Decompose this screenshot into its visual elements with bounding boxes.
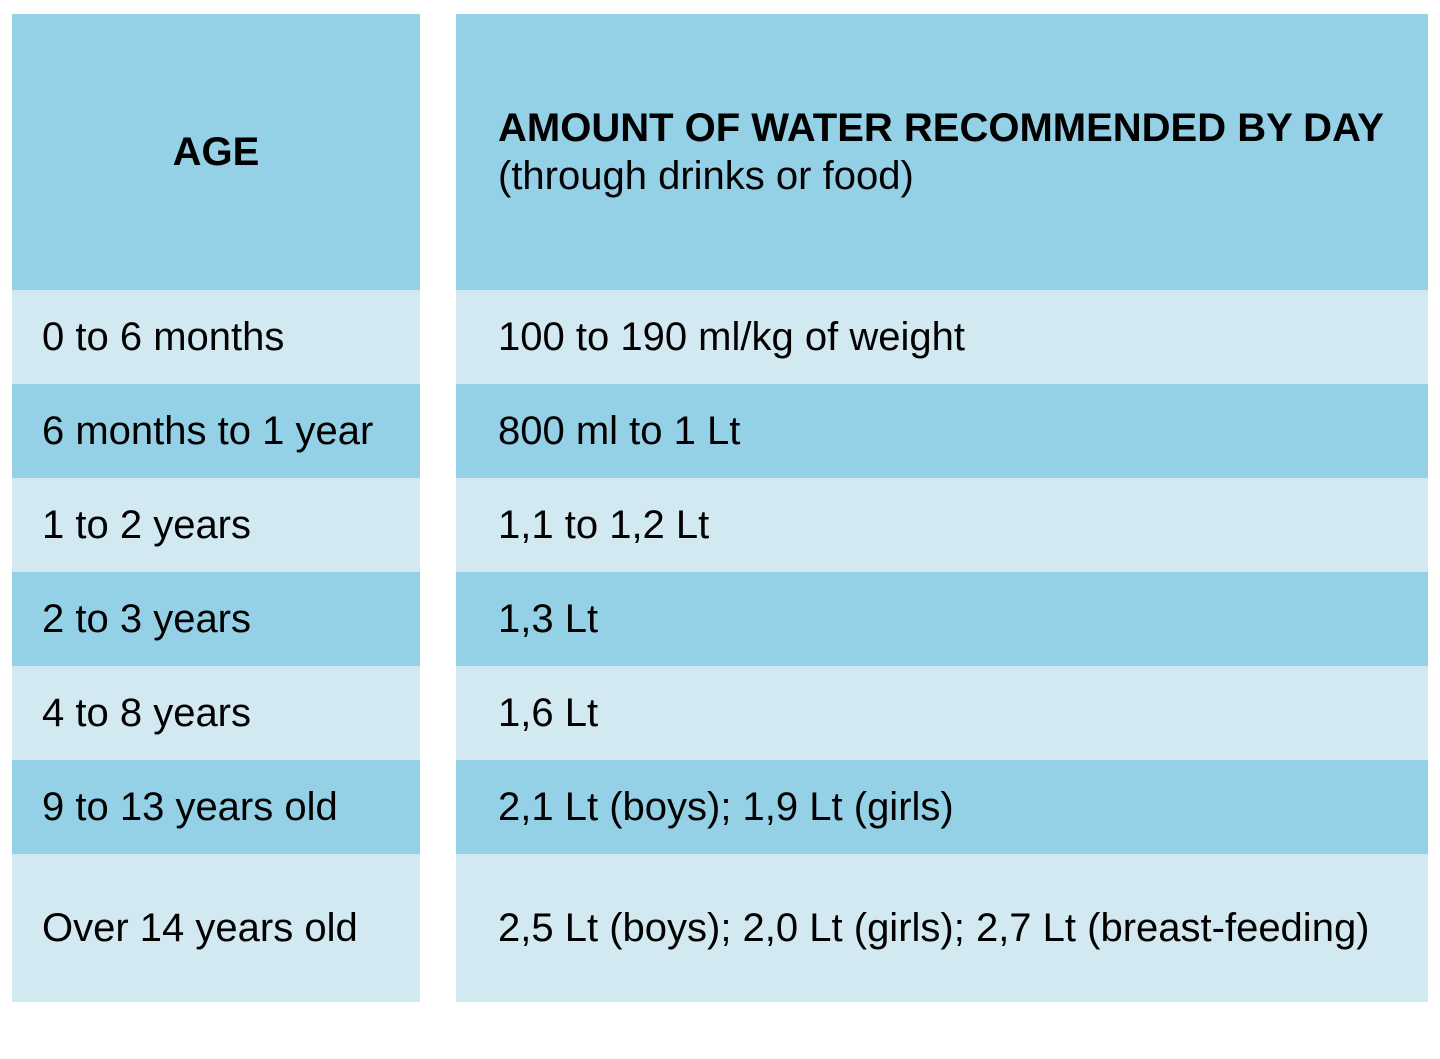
table-row: 2 to 3 years xyxy=(12,572,420,666)
table-row: 1,3 Lt xyxy=(456,572,1428,666)
age-cell: 4 to 8 years xyxy=(42,688,251,738)
age-column-header: AGE xyxy=(12,14,420,290)
age-cell: 6 months to 1 year xyxy=(42,406,373,456)
amount-cell: 800 ml to 1 Lt xyxy=(498,406,740,456)
age-cell: 9 to 13 years old xyxy=(42,782,338,832)
amount-cell: 1,1 to 1,2 Lt xyxy=(498,500,709,550)
table-row: 1,1 to 1,2 Lt xyxy=(456,478,1428,572)
amount-header-sub: (through drinks or food) xyxy=(498,152,914,200)
water-intake-table: AGE 0 to 6 months 6 months to 1 year 1 t… xyxy=(0,0,1440,1059)
age-header-label: AGE xyxy=(173,128,260,176)
amount-cell: 1,3 Lt xyxy=(498,594,598,644)
table-row: 800 ml to 1 Lt xyxy=(456,384,1428,478)
amount-column: AMOUNT OF WATER RECOMMENDED BY DAY (thro… xyxy=(456,14,1428,1045)
table-row: 2,1 Lt (boys); 1,9 Lt (girls) xyxy=(456,760,1428,854)
table-row: Over 14 years old xyxy=(12,854,420,1002)
age-column: AGE 0 to 6 months 6 months to 1 year 1 t… xyxy=(12,14,420,1045)
table-row: 4 to 8 years xyxy=(12,666,420,760)
table-row: 0 to 6 months xyxy=(12,290,420,384)
age-cell: 1 to 2 years xyxy=(42,500,251,550)
table-row: 6 months to 1 year xyxy=(12,384,420,478)
table-row: 1 to 2 years xyxy=(12,478,420,572)
table-row: 100 to 190 ml/kg of weight xyxy=(456,290,1428,384)
age-cell: 2 to 3 years xyxy=(42,594,251,644)
amount-cell: 2,5 Lt (boys); 2,0 Lt (girls); 2,7 Lt (b… xyxy=(498,903,1370,953)
table-row: 1,6 Lt xyxy=(456,666,1428,760)
age-cell: 0 to 6 months xyxy=(42,312,284,362)
age-cell: Over 14 years old xyxy=(42,903,358,953)
amount-column-header: AMOUNT OF WATER RECOMMENDED BY DAY (thro… xyxy=(456,14,1428,290)
amount-cell: 2,1 Lt (boys); 1,9 Lt (girls) xyxy=(498,782,954,832)
table-row: 2,5 Lt (boys); 2,0 Lt (girls); 2,7 Lt (b… xyxy=(456,854,1428,1002)
table-row: 9 to 13 years old xyxy=(12,760,420,854)
amount-cell: 1,6 Lt xyxy=(498,688,598,738)
amount-cell: 100 to 190 ml/kg of weight xyxy=(498,312,965,362)
amount-header-bold: AMOUNT OF WATER RECOMMENDED BY DAY xyxy=(498,104,1384,152)
